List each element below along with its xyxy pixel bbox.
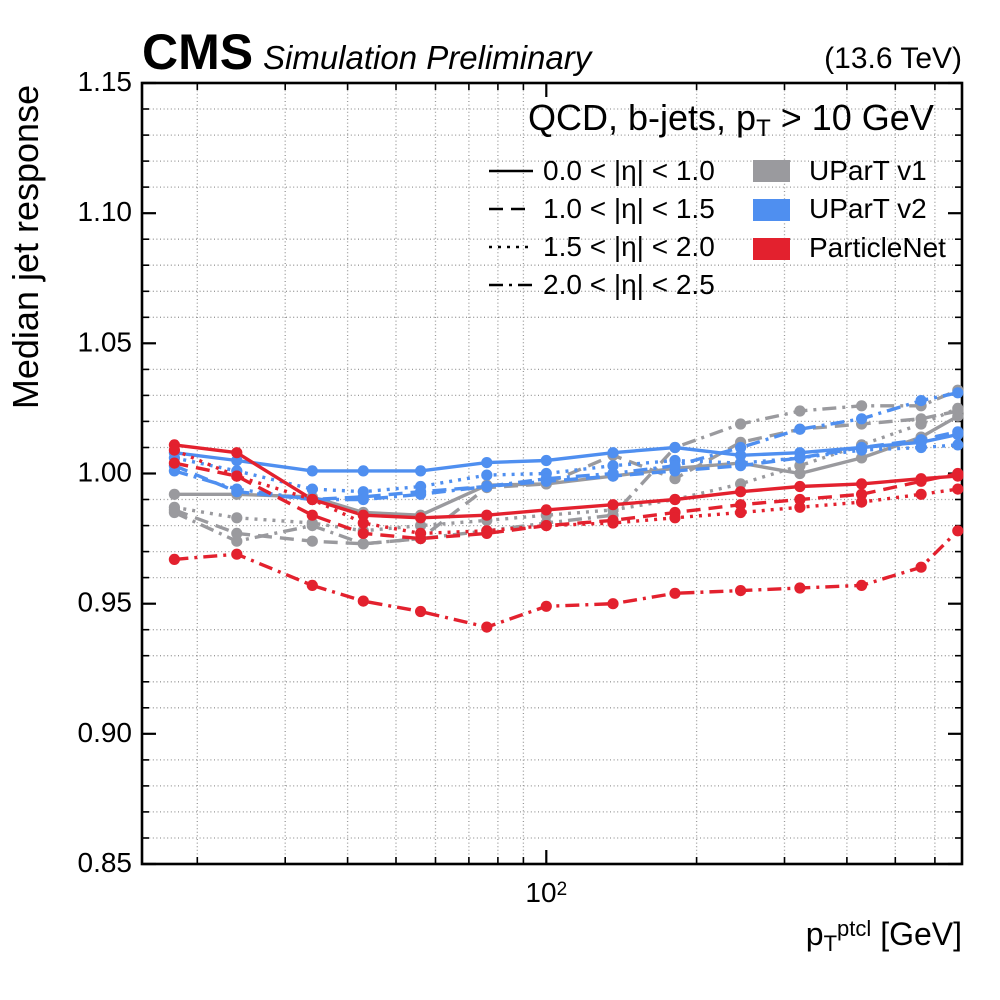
svg-text:(13.6 TeV): (13.6 TeV) — [824, 42, 962, 75]
svg-text:1.10: 1.10 — [78, 196, 133, 227]
svg-text:0.95: 0.95 — [78, 587, 133, 618]
svg-text:1.05: 1.05 — [78, 326, 133, 357]
svg-text:UParT v2: UParT v2 — [809, 193, 927, 224]
svg-text:ParticleNet: ParticleNet — [809, 232, 946, 263]
svg-text:1.0 < |η| < 1.5: 1.0 < |η| < 1.5 — [543, 193, 715, 224]
svg-text:1.00: 1.00 — [78, 457, 133, 488]
svg-text:QCD, b-jets, pT > 10 GeV: QCD, b-jets, pT > 10 GeV — [528, 97, 934, 142]
svg-text:Simulation Preliminary: Simulation Preliminary — [263, 39, 594, 76]
svg-text:1.15: 1.15 — [78, 66, 133, 97]
svg-text:0.0 < |η| < 1.0: 0.0 < |η| < 1.0 — [543, 155, 715, 186]
svg-text:Median jet response: Median jet response — [5, 85, 46, 409]
svg-text:UParT v1: UParT v1 — [809, 155, 927, 186]
svg-text:1.5 < |η| < 2.0: 1.5 < |η| < 2.0 — [543, 231, 715, 262]
svg-text:0.85: 0.85 — [78, 847, 133, 878]
svg-text:2.0 < |η| < 2.5: 2.0 < |η| < 2.5 — [543, 269, 715, 300]
svg-text:0.90: 0.90 — [78, 717, 133, 748]
svg-text:CMS: CMS — [142, 24, 253, 80]
